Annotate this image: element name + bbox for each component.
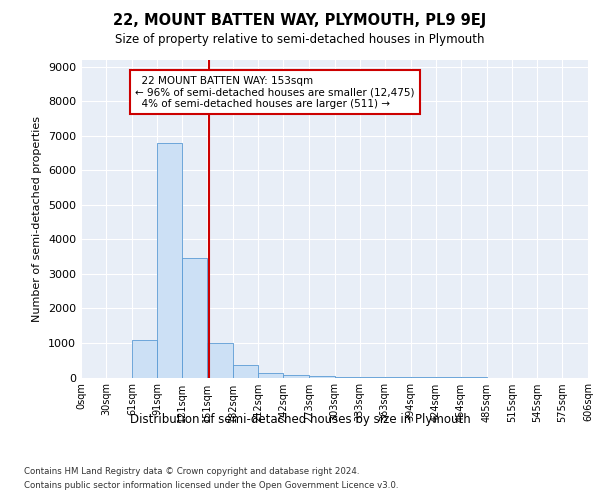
Text: 22, MOUNT BATTEN WAY, PLYMOUTH, PL9 9EJ: 22, MOUNT BATTEN WAY, PLYMOUTH, PL9 9EJ bbox=[113, 12, 487, 28]
Bar bbox=[208, 343, 233, 378]
Bar bbox=[283, 376, 310, 378]
Bar bbox=[157, 143, 182, 378]
Text: Contains HM Land Registry data © Crown copyright and database right 2024.: Contains HM Land Registry data © Crown c… bbox=[24, 468, 359, 476]
Text: 22 MOUNT BATTEN WAY: 153sqm
← 96% of semi-detached houses are smaller (12,475)
 : 22 MOUNT BATTEN WAY: 153sqm ← 96% of sem… bbox=[136, 76, 415, 108]
Text: Contains public sector information licensed under the Open Government Licence v3: Contains public sector information licen… bbox=[24, 481, 398, 490]
Text: Distribution of semi-detached houses by size in Plymouth: Distribution of semi-detached houses by … bbox=[130, 412, 470, 426]
Bar bbox=[132, 340, 157, 378]
Bar bbox=[310, 376, 335, 378]
Text: Size of property relative to semi-detached houses in Plymouth: Size of property relative to semi-detach… bbox=[115, 32, 485, 46]
Bar bbox=[233, 366, 259, 378]
Bar bbox=[182, 258, 208, 378]
Bar bbox=[259, 373, 283, 378]
Y-axis label: Number of semi-detached properties: Number of semi-detached properties bbox=[32, 116, 43, 322]
